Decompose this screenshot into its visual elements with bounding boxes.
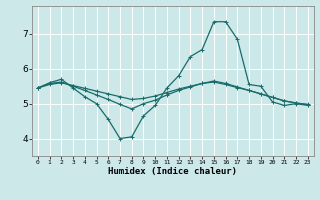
X-axis label: Humidex (Indice chaleur): Humidex (Indice chaleur)	[108, 167, 237, 176]
